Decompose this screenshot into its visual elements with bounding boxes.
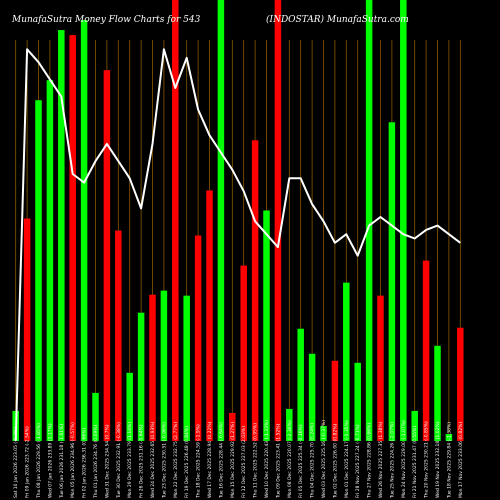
money-flow-bar xyxy=(149,294,156,441)
money-flow-bar xyxy=(297,328,304,441)
money-flow-bar xyxy=(103,70,111,441)
money-flow-bar xyxy=(137,312,145,441)
money-flow-bar xyxy=(126,372,133,441)
money-flow-bar xyxy=(400,0,407,441)
money-flow-bar xyxy=(343,282,350,441)
money-flow-bar xyxy=(274,0,282,441)
money-flow-bar xyxy=(457,327,464,441)
x-tick-label: Mon 24 Nov 2025 229.00 (-1.07%) xyxy=(401,420,407,498)
x-tick-label: Tue 16 Dec 2025 228.44 (-0.64%) xyxy=(218,422,224,499)
x-tick-label: Thu 20 Nov 2025 230.21 (-0.85%) xyxy=(424,421,430,499)
money-flow-bar xyxy=(365,0,373,441)
chart-title-left: MunafaSutra Money Flow Charts for 543 xyxy=(11,15,201,25)
x-tick-label: Thu 11 Dec 2025 222.52 (0.95%) xyxy=(253,423,259,499)
x-tick-label: Mon 08 Dec 2025 220.07 (-2.34%) xyxy=(287,420,293,498)
money-flow-bar xyxy=(58,30,65,442)
x-tick-label: Wed 24 Dec 2025 232.65 (0.93%) xyxy=(150,421,156,498)
money-flow-bar xyxy=(320,425,327,441)
money-flow-bar xyxy=(92,392,99,441)
x-tick-label: Thu 18 Dec 2025 224.59 (-1.9%) xyxy=(196,424,202,499)
money-flow-bar xyxy=(354,362,361,441)
x-tick-label: Tue 06 Jan 2026 231.18 (-1.61%) xyxy=(59,424,65,499)
money-flow-bar xyxy=(46,80,54,441)
money-flow-line xyxy=(14,48,461,442)
x-tick-label: Tue 18 Nov 2025 229.84 (-1.38%) xyxy=(446,422,452,499)
money-flow-bar xyxy=(206,190,213,441)
x-tick-label: Tue 30 Dec 2025 232.91 (-0.38%) xyxy=(116,422,122,499)
money-flow-bar xyxy=(69,35,76,442)
money-flow-bar xyxy=(229,412,236,441)
money-flow-bar xyxy=(183,295,190,441)
x-tick-label: Fri 05 Dec 2025 225.34 (-0.16%) xyxy=(298,424,304,498)
x-tick-label: Fri 28 Nov 2025 227.24 (-0.71%) xyxy=(355,424,361,498)
x-tick-label: Wed 17 Dec 2025 228.94 (0.22%) xyxy=(207,421,213,498)
x-tick-label: Mon 29 Dec 2025 233.79 (1.14%) xyxy=(127,422,133,498)
x-tick-label: Thu 27 Nov 2025 228.86 (0.66%) xyxy=(367,423,373,499)
money-flow-bar xyxy=(434,345,441,441)
x-tick-label: Wed 26 Nov 2025 227.35 (1.38%) xyxy=(378,421,384,498)
money-flow-bar xyxy=(217,0,225,441)
money-flow-bar xyxy=(172,0,179,441)
money-flow-bar xyxy=(251,140,259,441)
x-tick-label: Wed 07 Jan 2026 233.89 (1.17%) xyxy=(47,423,53,498)
x-axis-labels: Sat 10 Jan 2026 223.05 (-0.3%) Fri 09 Jan… xyxy=(13,420,464,499)
x-tick-label: Tue 02 Dec 2025 226.00 (0.82%) xyxy=(332,423,338,499)
x-tick-label: Wed 10 Dec 2025 220.43 (-1.33%) xyxy=(264,420,270,498)
money-flow-bar xyxy=(286,408,293,441)
money-flow-bar xyxy=(80,20,88,442)
x-tick-label: Mon 17 Nov 2025 233.06 (0.82%) xyxy=(458,422,464,498)
money-flow-bar xyxy=(23,218,31,441)
money-flow-bar xyxy=(331,360,339,441)
money-flow-bar xyxy=(35,100,42,442)
money-flow-bar xyxy=(411,410,418,441)
x-tick-label: Fri 09 Jan 2026 223.72 (-2.54%) xyxy=(25,426,31,498)
money-flow-bar xyxy=(388,122,396,441)
x-tick-label: Tue 23 Dec 2025 230.51 (-0.96%) xyxy=(161,422,167,499)
money-flow-bar xyxy=(377,295,384,441)
x-tick-label: Tue 25 Nov 2025 224.26 (-2.07%) xyxy=(389,422,395,499)
x-tick-label: Mon 01 Dec 2025 224.17 (-1.35%) xyxy=(344,420,350,498)
chart-title-right: (INDOSTAR) MunafaSutra.com xyxy=(266,14,409,25)
x-tick-label: Sat 10 Jan 2026 223.05 (-0.3%) xyxy=(13,427,19,498)
x-tick-label: Wed 03 Dec 2025 225.16 (-0.37%) xyxy=(321,420,327,498)
x-tick-label: Thu 01 Jan 2026 234.76 (0.09%) xyxy=(93,424,99,499)
x-tick-label: Fri 26 Dec 2025 231.16 (-0.64%) xyxy=(139,424,145,498)
money-flow-bar xyxy=(115,230,122,441)
money-flow-bar xyxy=(263,210,270,441)
x-tick-label: Mon 15 Dec 2025 229.92 (1.27%) xyxy=(230,422,236,498)
money-flow-bar xyxy=(308,353,316,441)
money-flow-bar xyxy=(160,290,168,441)
x-tick-label: Wed 31 Dec 2025 234.54 (0.7%) xyxy=(104,424,110,498)
x-tick-label: Fri 21 Nov 2025 231.47 (0.55%) xyxy=(412,426,418,498)
x-tick-label: Fri 02 Jan 2026 236.31 (0.66%) xyxy=(82,428,88,498)
bar-series xyxy=(12,0,464,442)
x-tick-label: Fri 12 Dec 2025 227.03 (2.03%) xyxy=(241,426,247,498)
x-tick-label: Thu 04 Dec 2025 225.70 (0.24%) xyxy=(310,423,316,499)
money-flow-bar xyxy=(240,265,247,441)
x-tick-label: Mon 22 Dec 2025 232.75 (2.77%) xyxy=(173,422,179,498)
x-tick-label: Mon 05 Jan 2026 234.96 (-0.57%) xyxy=(70,422,76,498)
x-tick-label: Wed 19 Nov 2025 232.18 (1.02%) xyxy=(435,421,441,498)
x-tick-label: Fri 19 Dec 2025 226.48 (0.84%) xyxy=(184,426,190,498)
money-flow-bar xyxy=(194,235,202,441)
money-flow-bar xyxy=(422,260,430,441)
x-tick-label: Tue 09 Dec 2025 223.41 (1.52%) xyxy=(275,423,281,499)
x-tick-label: Thu 08 Jan 2026 229.56 (-1.85%) xyxy=(36,423,42,499)
money-flow-bar xyxy=(445,433,453,441)
